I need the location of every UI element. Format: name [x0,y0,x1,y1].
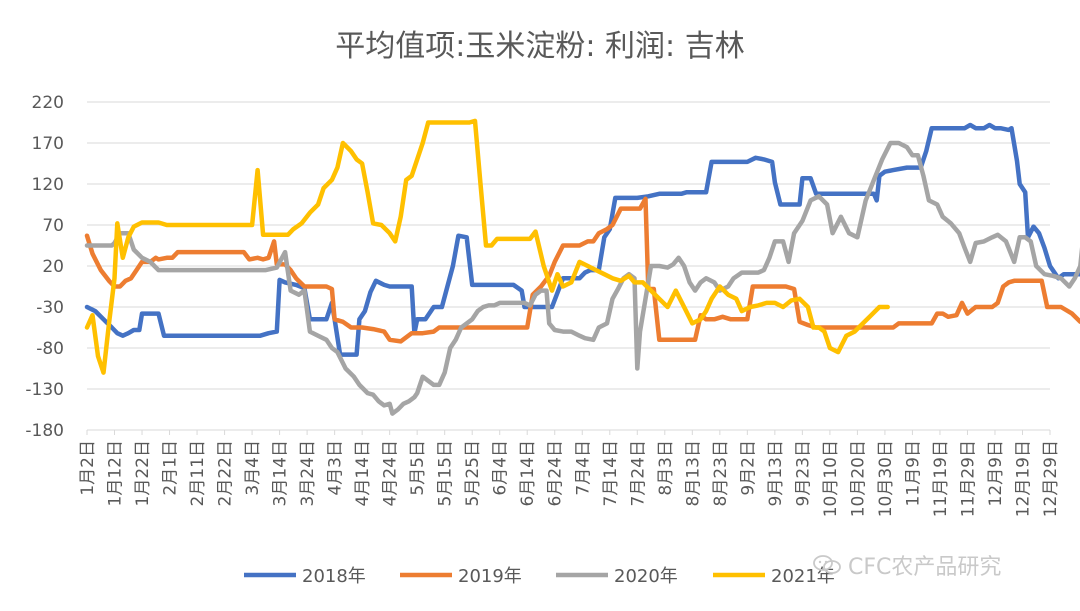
x-tick-label: 12月9日 [986,440,1006,506]
x-tick-label: 2月22日 [216,440,236,506]
x-tick-label: 6月4日 [491,440,511,496]
y-tick-label: 20 [42,257,64,277]
x-tick-label: 9月13日 [766,440,786,506]
x-tick-label: 2月11日 [188,440,208,506]
x-tick-label: 2月1日 [161,440,181,496]
x-tick-label: 11月19日 [931,440,951,517]
y-axis-tick-labels: 220 170 120 70 20 -30 -80 -130 -180 [25,93,64,441]
x-tick-label: 5月5日 [408,440,428,496]
y-tick-label: -30 [36,298,64,318]
x-tick-label: 7月4日 [573,440,593,496]
series-lines [84,118,1080,416]
x-tick-label: 10月10日 [821,440,841,517]
x-tick-label: 12月19日 [1013,440,1033,517]
x-tick-label: 4月14日 [353,440,373,506]
legend-label: 2020年 [614,566,678,587]
y-tick-label: -180 [25,421,64,441]
x-tick-label: 4月24日 [381,440,401,506]
x-tick-label: 1月12日 [106,440,126,506]
y-tick-label: 120 [32,175,64,195]
x-tick-label: 6月24日 [546,440,566,506]
watermark: CFC农产品研究 [812,548,1062,582]
x-tick-label: 1月2日 [78,440,98,496]
y-tick-label: 70 [42,216,64,236]
x-tick-label: 8月23日 [711,440,731,506]
wechat-icon [813,555,841,574]
legend: 2018年 2019年 2020年 2021年 [244,566,835,587]
x-tick-label: 1月22日 [133,440,153,506]
x-tick-label: 7月14日 [601,440,621,506]
x-tick-label: 6月14日 [518,440,538,506]
x-tick-label: 7月24日 [628,440,648,506]
x-tick-label: 5月15日 [436,440,456,506]
legend-label: 2018年 [302,566,366,587]
x-axis-tick-labels: 1月2日 1月12日 1月22日 2月1日 2月11日 2月22日 3月4日 3月14日 3月2… [78,430,1061,517]
series-line [84,118,890,375]
series-line [84,140,1080,416]
x-tick-label: 9月2日 [738,440,758,496]
series-line [84,122,1080,357]
x-tick-label: 12月29日 [1041,440,1061,517]
x-tick-label: 11月29日 [958,440,978,517]
x-tick-label: 4月3日 [326,440,346,496]
x-tick-label: 3月14日 [271,440,291,506]
y-tick-label: 220 [32,93,64,113]
watermark-text: CFC农产品研究 [848,555,1002,580]
x-tick-label: 10月20日 [848,440,868,517]
chart-title: 平均值项:玉米淀粉: 利润: 吉林 [335,29,744,64]
x-tick-label: 3月24日 [298,440,318,506]
y-tick-label: -80 [36,339,64,359]
legend-label: 2021年 [771,566,835,587]
x-tick-label: 8月13日 [683,440,703,506]
x-tick-label: 5月25日 [463,440,483,506]
x-tick-label: 11月9日 [903,440,923,506]
legend-label: 2019年 [458,566,522,587]
y-tick-label: 170 [32,134,64,154]
x-tick-label: 8月3日 [656,440,676,496]
y-tick-label: -130 [25,380,64,400]
x-tick-label: 3月4日 [243,440,263,496]
x-tick-label: 10月30日 [876,440,896,517]
x-tick-label: 9月23日 [793,440,813,506]
